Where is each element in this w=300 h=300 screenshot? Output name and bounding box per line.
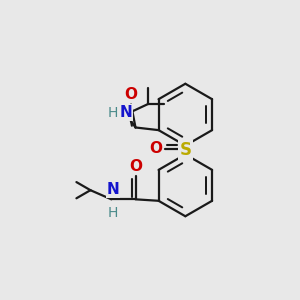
Text: H: H [108,106,118,120]
Text: N: N [120,105,133,120]
Text: N: N [106,182,119,197]
Text: H: H [108,206,118,220]
Text: O: O [129,159,142,174]
Text: O: O [124,87,138,102]
Text: O: O [149,141,162,156]
Text: S: S [179,141,191,159]
